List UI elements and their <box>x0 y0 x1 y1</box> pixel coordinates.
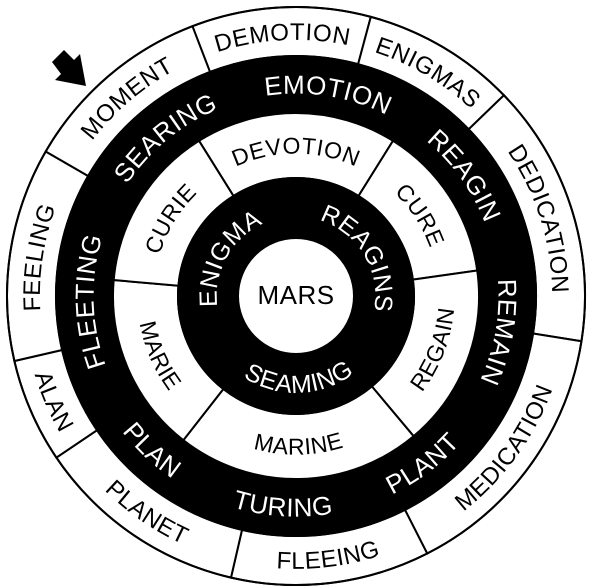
center-disc <box>237 237 355 355</box>
outer-border <box>6 6 586 586</box>
pointer-arrow-icon <box>52 50 86 86</box>
center-label: MARS <box>257 280 334 310</box>
wheel-rings: DEMOTION ENIGMASDEDICATIONMEDICATIONFLEEI… <box>6 6 586 586</box>
